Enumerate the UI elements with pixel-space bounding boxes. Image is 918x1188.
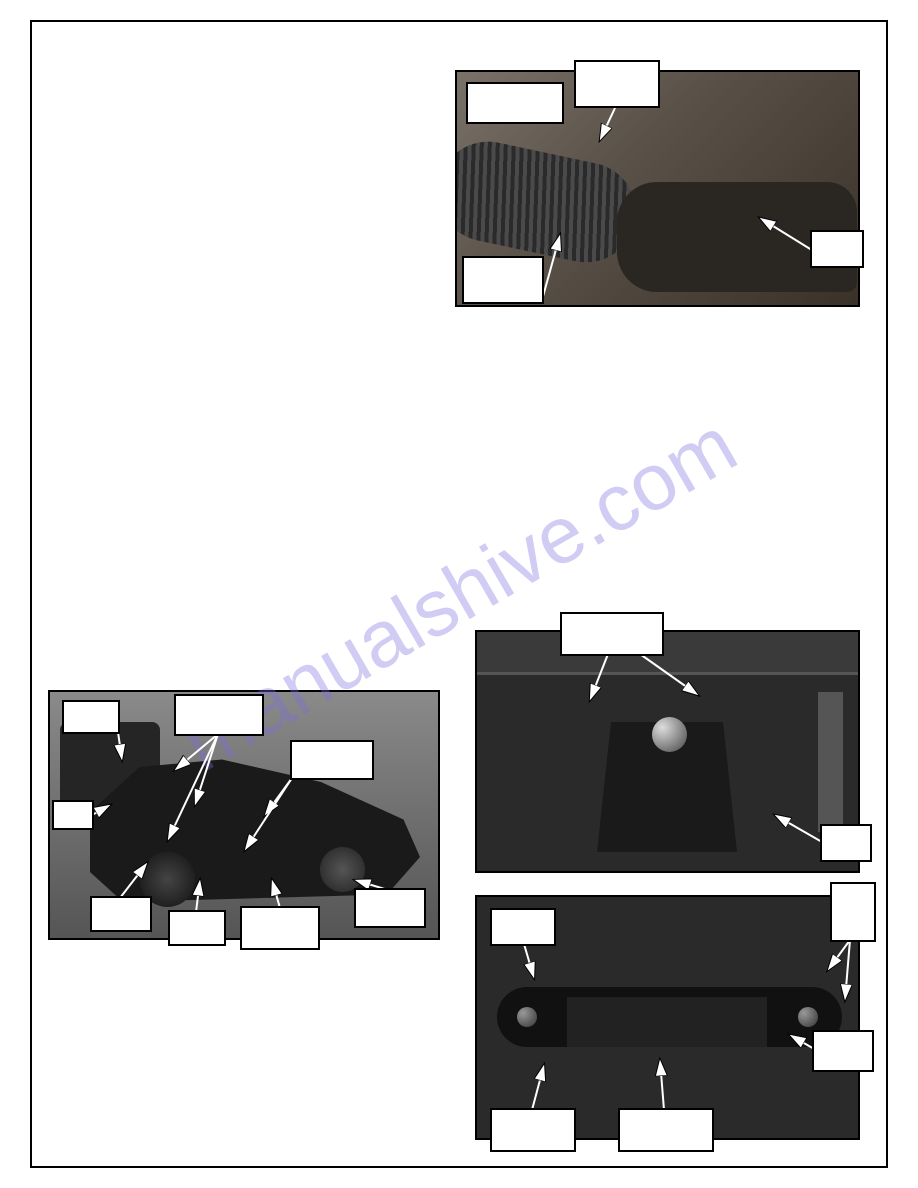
callout-label-d_bot_mid [618, 1108, 714, 1152]
callout-label-d_top_right [830, 882, 876, 942]
callout-label-b_bot_3 [240, 906, 320, 950]
callout-label-a_mid_right [810, 230, 864, 268]
callout-label-c_top [560, 612, 664, 656]
figure-c [475, 630, 860, 873]
callout-label-b_bot_4 [354, 888, 426, 928]
callout-label-a_top_left [466, 82, 564, 124]
callout-label-b_bot_2 [168, 910, 226, 946]
callout-label-d_top_left [490, 908, 556, 946]
callout-label-c_right [820, 824, 872, 862]
callout-label-b_top_mid [174, 694, 264, 736]
callout-label-b_top_left [62, 700, 120, 734]
callout-label-d_bot_left [490, 1108, 576, 1152]
callout-label-a_top_mid [574, 60, 660, 108]
callout-label-b_mid_left [52, 800, 94, 830]
callout-label-d_mid_right [812, 1030, 874, 1072]
callout-label-a_bot_left [462, 256, 544, 304]
callout-label-b_bot_1 [90, 896, 152, 932]
callout-label-b_top_right [290, 740, 374, 780]
